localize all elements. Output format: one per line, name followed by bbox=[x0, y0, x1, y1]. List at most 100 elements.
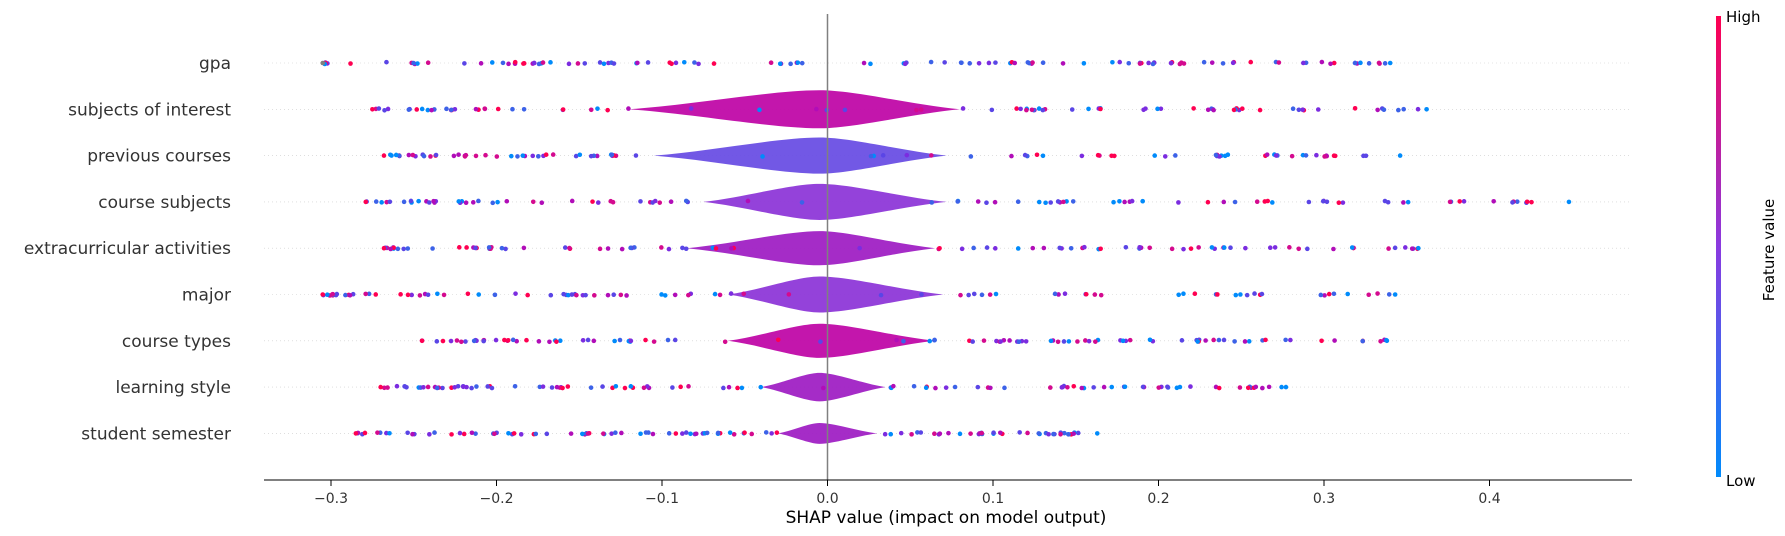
data-point bbox=[425, 292, 431, 298]
data-point bbox=[544, 431, 550, 437]
data-point bbox=[613, 383, 619, 389]
data-point bbox=[1192, 291, 1198, 297]
data-point bbox=[635, 60, 640, 66]
data-point bbox=[550, 152, 556, 157]
data-point bbox=[633, 153, 639, 158]
data-point bbox=[1349, 245, 1355, 250]
data-point bbox=[1409, 246, 1415, 251]
data-point bbox=[971, 291, 977, 297]
data-point bbox=[1257, 107, 1263, 113]
data-point bbox=[1529, 199, 1534, 205]
data-point bbox=[992, 246, 998, 251]
data-point bbox=[1205, 199, 1211, 205]
data-point bbox=[1491, 199, 1496, 204]
data-point bbox=[1083, 338, 1088, 343]
data-point bbox=[1336, 200, 1342, 205]
data-point bbox=[1079, 385, 1085, 391]
data-point bbox=[504, 198, 510, 204]
data-point bbox=[1152, 153, 1158, 158]
data-point bbox=[1147, 337, 1153, 343]
data-point bbox=[1296, 246, 1302, 252]
data-point bbox=[842, 107, 848, 113]
data-point bbox=[711, 61, 717, 66]
data-point bbox=[1386, 292, 1392, 297]
data-point bbox=[651, 339, 657, 344]
data-point bbox=[561, 291, 566, 297]
data-point bbox=[363, 199, 369, 205]
data-point bbox=[1253, 384, 1259, 390]
data-point bbox=[427, 432, 432, 437]
data-point bbox=[489, 60, 495, 65]
data-point bbox=[958, 60, 964, 65]
data-point bbox=[1030, 60, 1035, 65]
data-point bbox=[1242, 339, 1248, 344]
data-point bbox=[1352, 60, 1358, 66]
data-point bbox=[1022, 152, 1028, 158]
data-point bbox=[1318, 292, 1324, 298]
x-tick-label: 0.1 bbox=[982, 491, 1004, 507]
data-point bbox=[353, 431, 359, 436]
data-point bbox=[1447, 199, 1453, 205]
data-point bbox=[1375, 107, 1380, 113]
data-point bbox=[645, 60, 651, 65]
data-point bbox=[428, 154, 433, 159]
data-point bbox=[1217, 154, 1222, 159]
data-point bbox=[820, 385, 826, 391]
data-point bbox=[788, 61, 793, 67]
data-point bbox=[483, 152, 488, 158]
data-point bbox=[1201, 59, 1207, 65]
data-point bbox=[605, 107, 610, 113]
data-point bbox=[1181, 291, 1186, 297]
data-point bbox=[597, 60, 603, 65]
data-point bbox=[611, 292, 617, 298]
data-point bbox=[605, 246, 611, 251]
data-point bbox=[739, 385, 745, 391]
data-point bbox=[1457, 199, 1462, 204]
data-point bbox=[1146, 60, 1151, 66]
data-point bbox=[580, 431, 585, 437]
data-point bbox=[672, 292, 678, 298]
data-point bbox=[425, 384, 431, 390]
data-point bbox=[1345, 291, 1350, 297]
feature-row: major bbox=[182, 276, 1632, 313]
data-point bbox=[932, 337, 937, 343]
data-point bbox=[1402, 245, 1408, 250]
data-point bbox=[888, 431, 894, 437]
data-point bbox=[1023, 339, 1029, 344]
data-point bbox=[370, 107, 375, 112]
x-tick-label: 0.4 bbox=[1478, 491, 1500, 507]
data-point bbox=[513, 291, 518, 296]
data-point bbox=[405, 430, 410, 436]
data-point bbox=[902, 61, 908, 67]
data-point bbox=[1029, 107, 1035, 113]
data-point bbox=[451, 153, 457, 159]
data-point bbox=[1319, 338, 1324, 344]
data-point bbox=[1081, 61, 1087, 66]
data-point bbox=[628, 384, 634, 389]
data-point bbox=[1246, 339, 1252, 344]
data-point bbox=[1191, 106, 1196, 111]
feature-label: major bbox=[182, 286, 231, 306]
data-point bbox=[469, 385, 474, 391]
data-point bbox=[1046, 431, 1051, 437]
data-point bbox=[471, 338, 477, 344]
data-point bbox=[1272, 245, 1278, 250]
data-point bbox=[1036, 106, 1042, 111]
data-point bbox=[997, 430, 1003, 436]
data-point bbox=[416, 198, 421, 204]
data-point bbox=[1061, 339, 1067, 344]
data-point bbox=[562, 245, 568, 250]
data-point bbox=[1017, 430, 1022, 435]
data-point bbox=[1245, 385, 1251, 391]
data-point bbox=[928, 153, 934, 158]
data-point bbox=[1397, 153, 1403, 158]
data-point bbox=[426, 200, 432, 205]
data-point bbox=[1112, 153, 1117, 159]
data-point bbox=[473, 245, 478, 251]
colorbar-high-label: High bbox=[1726, 8, 1760, 26]
data-point bbox=[643, 430, 649, 435]
data-point bbox=[405, 246, 411, 251]
data-point bbox=[382, 107, 387, 113]
data-point bbox=[1306, 199, 1312, 205]
data-point bbox=[568, 431, 574, 436]
